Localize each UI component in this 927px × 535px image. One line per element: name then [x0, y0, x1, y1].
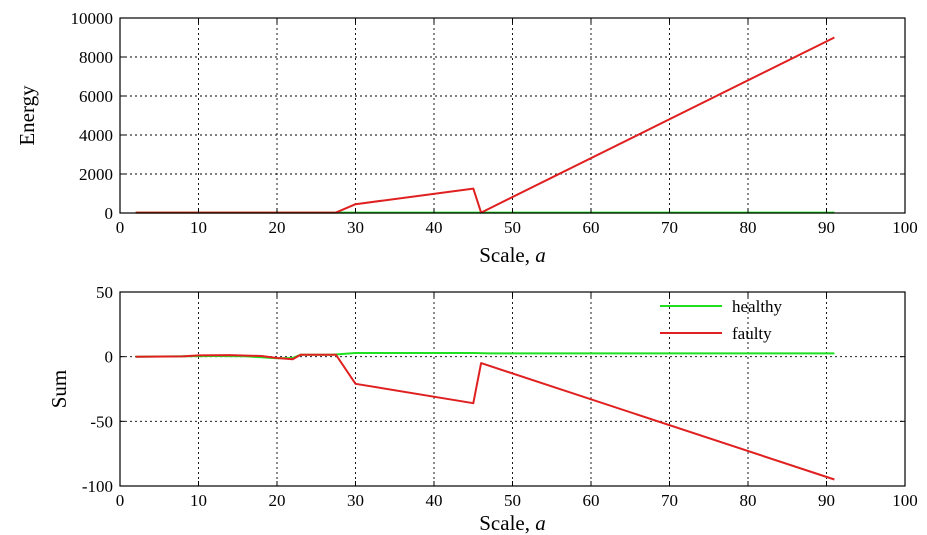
x-tick-label-5: 50 — [504, 491, 521, 510]
x-tick-label-9: 90 — [818, 491, 835, 510]
x-tick-label-4: 40 — [426, 218, 443, 237]
x-tick-label-6: 60 — [583, 218, 600, 237]
x-tick-label-0: 0 — [116, 491, 125, 510]
y-tick-label-3: 50 — [96, 283, 113, 302]
x-tick-label-9: 90 — [818, 218, 835, 237]
x-tick-label-10: 100 — [892, 218, 918, 237]
y-tick-label-4: 8000 — [79, 48, 113, 67]
series-line-1 — [135, 36, 835, 214]
energy-panel: 0 10 20 30 40 50 60 70 80 90 100 0 2000 4000 6000 8000 1… — [15, 9, 918, 267]
legend-label-healthy: healthy — [732, 297, 783, 316]
y-axis-label: Sum — [47, 370, 71, 409]
y-tick-label-5: 10000 — [71, 9, 114, 28]
x-tick-label-1: 10 — [190, 491, 207, 510]
legend-label-faulty: faulty — [732, 324, 772, 343]
x-axis-label-text: Scale, — [479, 511, 535, 535]
x-tick-label-10: 100 — [892, 491, 918, 510]
x-axis-label-symbol: a — [535, 243, 546, 267]
x-tick-label-7: 70 — [661, 218, 678, 237]
y-tick-label-1: -50 — [90, 412, 113, 431]
x-tick-label-6: 60 — [583, 491, 600, 510]
y-tick-label-0: 0 — [105, 204, 114, 223]
x-tick-label-7: 70 — [661, 491, 678, 510]
series-line-faulty — [135, 353, 835, 481]
x-tick-label-1: 10 — [190, 218, 207, 237]
x-axis-label-symbol: a — [535, 511, 546, 535]
y-tick-label-3: 6000 — [79, 87, 113, 106]
x-axis-label: Scale, a — [479, 243, 545, 267]
x-axis-label-text: Scale, — [479, 243, 535, 267]
y-axis-label: Energy — [15, 85, 39, 146]
x-tick-label-0: 0 — [116, 218, 125, 237]
x-tick-label-8: 80 — [740, 491, 757, 510]
y-tick-label-2: 4000 — [79, 126, 113, 145]
y-tick-label-0: -100 — [82, 477, 113, 496]
y-tick-label-2: 0 — [105, 348, 114, 367]
x-tick-label-3: 30 — [347, 491, 364, 510]
x-tick-label-5: 50 — [504, 218, 521, 237]
x-tick-label-2: 20 — [269, 491, 286, 510]
y-tick-label-1: 2000 — [79, 165, 113, 184]
x-tick-label-8: 80 — [740, 218, 757, 237]
x-tick-label-4: 40 — [426, 491, 443, 510]
x-tick-label-2: 20 — [269, 218, 286, 237]
x-axis-label: Scale, a — [479, 511, 545, 535]
x-tick-label-3: 30 — [347, 218, 364, 237]
